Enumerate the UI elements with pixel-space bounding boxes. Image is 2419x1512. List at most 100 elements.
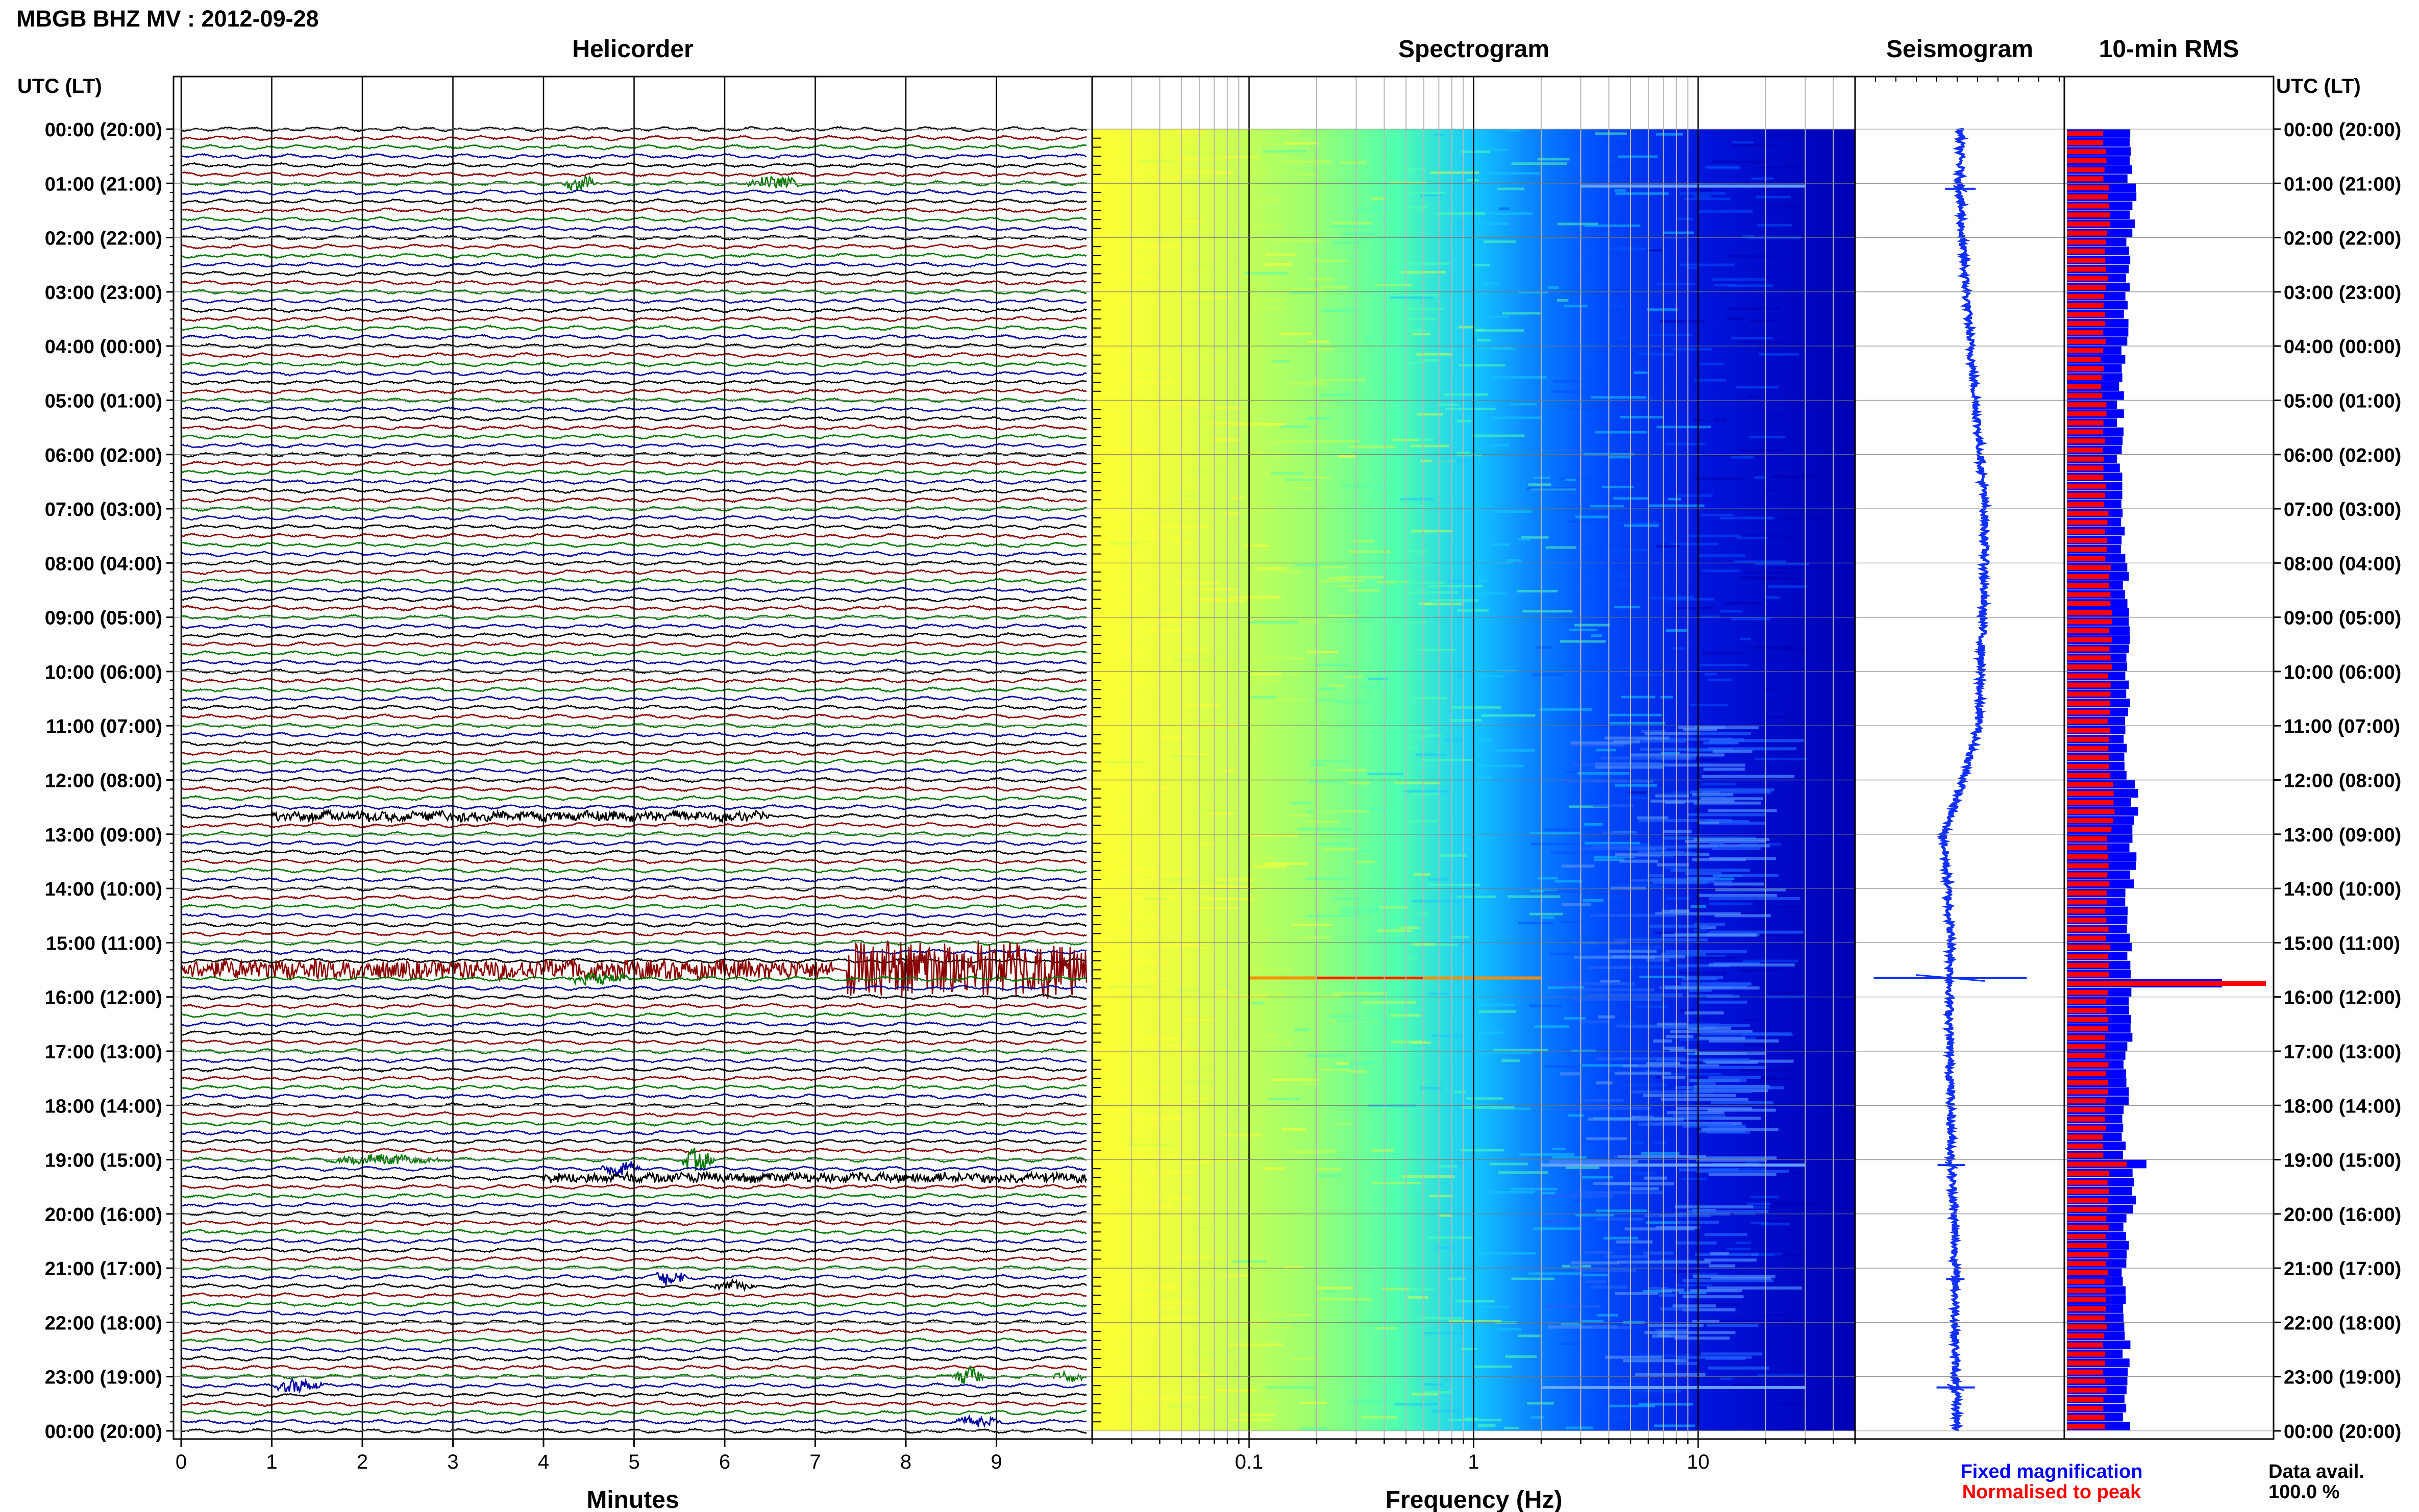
spectrogram-texture: [1709, 1039, 1779, 1043]
spectrogram-texture: [1657, 863, 1689, 866]
rms-bar-normalised: [2067, 293, 2105, 299]
spectrogram-texture: [1504, 129, 1521, 132]
rms-bar-normalised: [2067, 203, 2110, 209]
spectrogram-texture: [1368, 773, 1403, 776]
spectrogram-texture: [1276, 239, 1322, 242]
spectrogram-texture: [1396, 317, 1436, 320]
spectrogram-texture: [1211, 599, 1246, 602]
rms-bar-normalised: [2067, 1234, 2106, 1240]
rms-bar-normalised: [2067, 1107, 2105, 1113]
spectrogram-texture: [1652, 1334, 1688, 1338]
rms-bar-normalised: [2067, 1306, 2106, 1311]
rms-bar-normalised: [2067, 1125, 2106, 1131]
right-hour-label: 14:00 (10:00): [2284, 879, 2401, 900]
spectrogram-texture: [1196, 843, 1215, 846]
seismogram-spike: [1951, 1275, 1960, 1283]
spectrogram-texture: [1448, 1277, 1466, 1280]
spectrogram-texture: [1609, 1404, 1656, 1407]
spectrogram-texture: [1688, 813, 1766, 816]
spectrogram-texture: [1499, 207, 1510, 210]
spectrogram-texture: [1262, 1167, 1285, 1170]
spectrogram-texture: [1666, 442, 1706, 445]
spectrogram-texture: [1235, 679, 1280, 682]
spectrogram-texture: [1602, 831, 1638, 835]
spectrogram-texture: [1489, 315, 1510, 318]
spectrogram-texture: [1511, 1277, 1554, 1280]
rms-bar-normalised: [2067, 1279, 2105, 1284]
rms-bar-normalised: [2067, 1008, 2107, 1013]
right-hour-label: 23:00 (19:00): [2284, 1367, 2401, 1389]
rms-bar-normalised: [2067, 1144, 2103, 1149]
spectrogram-texture: [1699, 189, 1712, 192]
spectrogram-texture: [1702, 569, 1740, 573]
spectrogram-texture: [1666, 1035, 1694, 1038]
spectrogram-texture: [1560, 1342, 1612, 1345]
spectrogram-texture: [1692, 1320, 1720, 1323]
spectrogram-texture: [1736, 386, 1779, 389]
spectrogram-texture: [1653, 1039, 1672, 1043]
spectrogram-texture: [1627, 847, 1656, 851]
spectrogram-texture: [1539, 708, 1593, 711]
spectrogram-texture: [1528, 483, 1551, 486]
seismogram-spike: [1946, 1383, 1965, 1392]
spectrogram-texture: [1279, 332, 1314, 335]
spectrogram-texture: [1349, 782, 1370, 785]
spectrogram-texture: [1108, 1276, 1127, 1279]
spectrogram-texture: [1492, 510, 1533, 513]
rms-bar-normalised: [2067, 791, 2114, 797]
spectrogram-texture: [1631, 842, 1650, 846]
spectrogram-texture: [1116, 606, 1129, 609]
spectrogram-texture: [1590, 913, 1675, 917]
rms-bar-normalised: [2067, 519, 2108, 525]
spectrogram-texture: [1409, 192, 1445, 195]
spectrogram-texture: [1444, 738, 1493, 741]
left-hour-label: 11:00 (07:00): [46, 716, 162, 737]
right-hour-label: 22:00 (18:00): [2284, 1312, 2401, 1334]
spectrogram-texture: [1399, 746, 1418, 749]
spectrogram-texture: [1586, 1137, 1627, 1141]
spectrogram-texture: [1197, 542, 1247, 546]
spectrogram-texture: [1253, 1401, 1278, 1404]
spectrogram-texture: [1681, 982, 1751, 986]
spectrogram-texture: [1221, 1134, 1263, 1137]
spectrogram-texture: [1496, 670, 1517, 673]
spectrogram-texture: [1281, 1128, 1306, 1131]
spectrogram-texture: [1739, 449, 1782, 452]
spectrogram-texture: [1398, 307, 1443, 310]
left-hour-label: 14:00 (10:00): [45, 879, 162, 900]
spectrogram-texture: [1684, 1011, 1724, 1015]
spectrogram-texture: [1621, 696, 1656, 699]
spectrogram-texture: [1473, 346, 1511, 350]
left-hour-label: 06:00 (02:00): [45, 445, 162, 466]
spectrogram-texture: [1742, 959, 1798, 962]
spectrogram-texture: [1699, 663, 1748, 666]
spectrogram-texture: [1239, 1247, 1255, 1250]
rms-bar-normalised: [2067, 339, 2106, 344]
spectrogram-texture: [1233, 856, 1276, 859]
rms-bar-normalised: [2067, 574, 2110, 579]
spectrogram-texture: [1477, 1424, 1496, 1427]
spectrogram-texture: [1191, 885, 1235, 888]
spectrogram-texture: [1343, 1062, 1371, 1065]
spectrogram-texture: [1660, 696, 1673, 699]
rms-bar-normalised: [2067, 384, 2101, 389]
spectrogram-texture: [1636, 1005, 1668, 1008]
right-hour-label: 11:00 (07:00): [2284, 716, 2400, 737]
spectrogram-texture: [1437, 403, 1460, 406]
spectrogram-texture: [1600, 980, 1621, 983]
rms-bar-normalised: [2067, 257, 2106, 263]
helicorder-x-label: Minutes: [586, 1486, 679, 1512]
spectrogram-texture: [1656, 1226, 1700, 1229]
spectrogram-texture: [1240, 1414, 1275, 1417]
spectrogram-texture: [1710, 1252, 1730, 1255]
rms-bar-normalised: [2067, 989, 2108, 995]
spectrogram-texture: [1186, 1080, 1235, 1083]
spectrogram-texture: [1175, 1256, 1230, 1259]
spectrogram-texture: [1393, 361, 1423, 364]
spectrogram-texture: [1700, 615, 1720, 618]
spectrogram-texture: [1219, 635, 1250, 638]
spectrogram-texture: [1582, 1320, 1604, 1323]
spectrogram-texture: [1710, 1101, 1774, 1105]
spectrogram-texture: [1545, 1304, 1600, 1308]
